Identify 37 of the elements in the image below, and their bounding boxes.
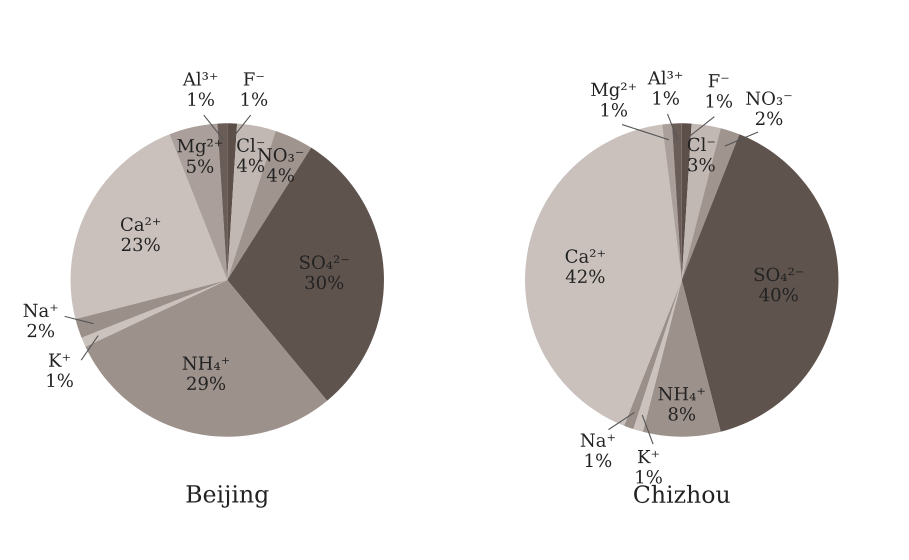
data-label: 1% xyxy=(188,92,214,106)
data-label: 1% xyxy=(636,470,662,484)
data-label: 4% xyxy=(266,168,294,182)
data-label: 5% xyxy=(187,159,214,173)
text: Beijing xyxy=(186,485,269,508)
slice-label: Al³⁺ xyxy=(648,70,682,84)
slice-label: Na⁺ xyxy=(580,434,615,447)
data-label: 1% xyxy=(242,92,268,106)
slice-label: K⁺ xyxy=(49,354,70,367)
data-label: 1% xyxy=(602,103,628,117)
text: Chizhou xyxy=(634,484,730,504)
slice-label: F⁻ xyxy=(708,74,729,88)
slice-label: F⁻ xyxy=(244,72,264,86)
data-label: 30% xyxy=(306,276,344,290)
slice-label: Na⁺ xyxy=(24,304,58,318)
slice-label: Ca²⁺ xyxy=(566,249,605,263)
slice-label: Mg²⁺ xyxy=(177,138,222,156)
data-label: 29% xyxy=(187,376,226,390)
data-label: 8% xyxy=(668,407,696,421)
data-label: 42% xyxy=(566,270,604,284)
slice-label: K⁺ xyxy=(638,450,659,464)
slice-label: Ca²⁺ xyxy=(121,217,160,232)
slice-label: NH₄⁺ xyxy=(658,387,705,401)
data-label: 23% xyxy=(122,238,160,252)
slice-label: NH₄⁺ xyxy=(182,356,229,370)
data-label: 1% xyxy=(47,374,73,388)
data-label: 2% xyxy=(756,112,782,126)
slice-label: Al³⁺ xyxy=(182,72,218,86)
slice-label: Mg²⁺ xyxy=(591,82,636,100)
slice-label: SO₄²⁻ xyxy=(754,268,804,282)
slice-label: NO₃⁻ xyxy=(746,91,792,105)
data-label: 1% xyxy=(653,91,679,105)
data-label: 1% xyxy=(706,94,732,108)
slice-label: SO₄²⁻ xyxy=(300,255,349,270)
data-label: 1% xyxy=(586,454,612,468)
data-label: 40% xyxy=(759,288,798,302)
data-label: 2% xyxy=(28,324,54,338)
